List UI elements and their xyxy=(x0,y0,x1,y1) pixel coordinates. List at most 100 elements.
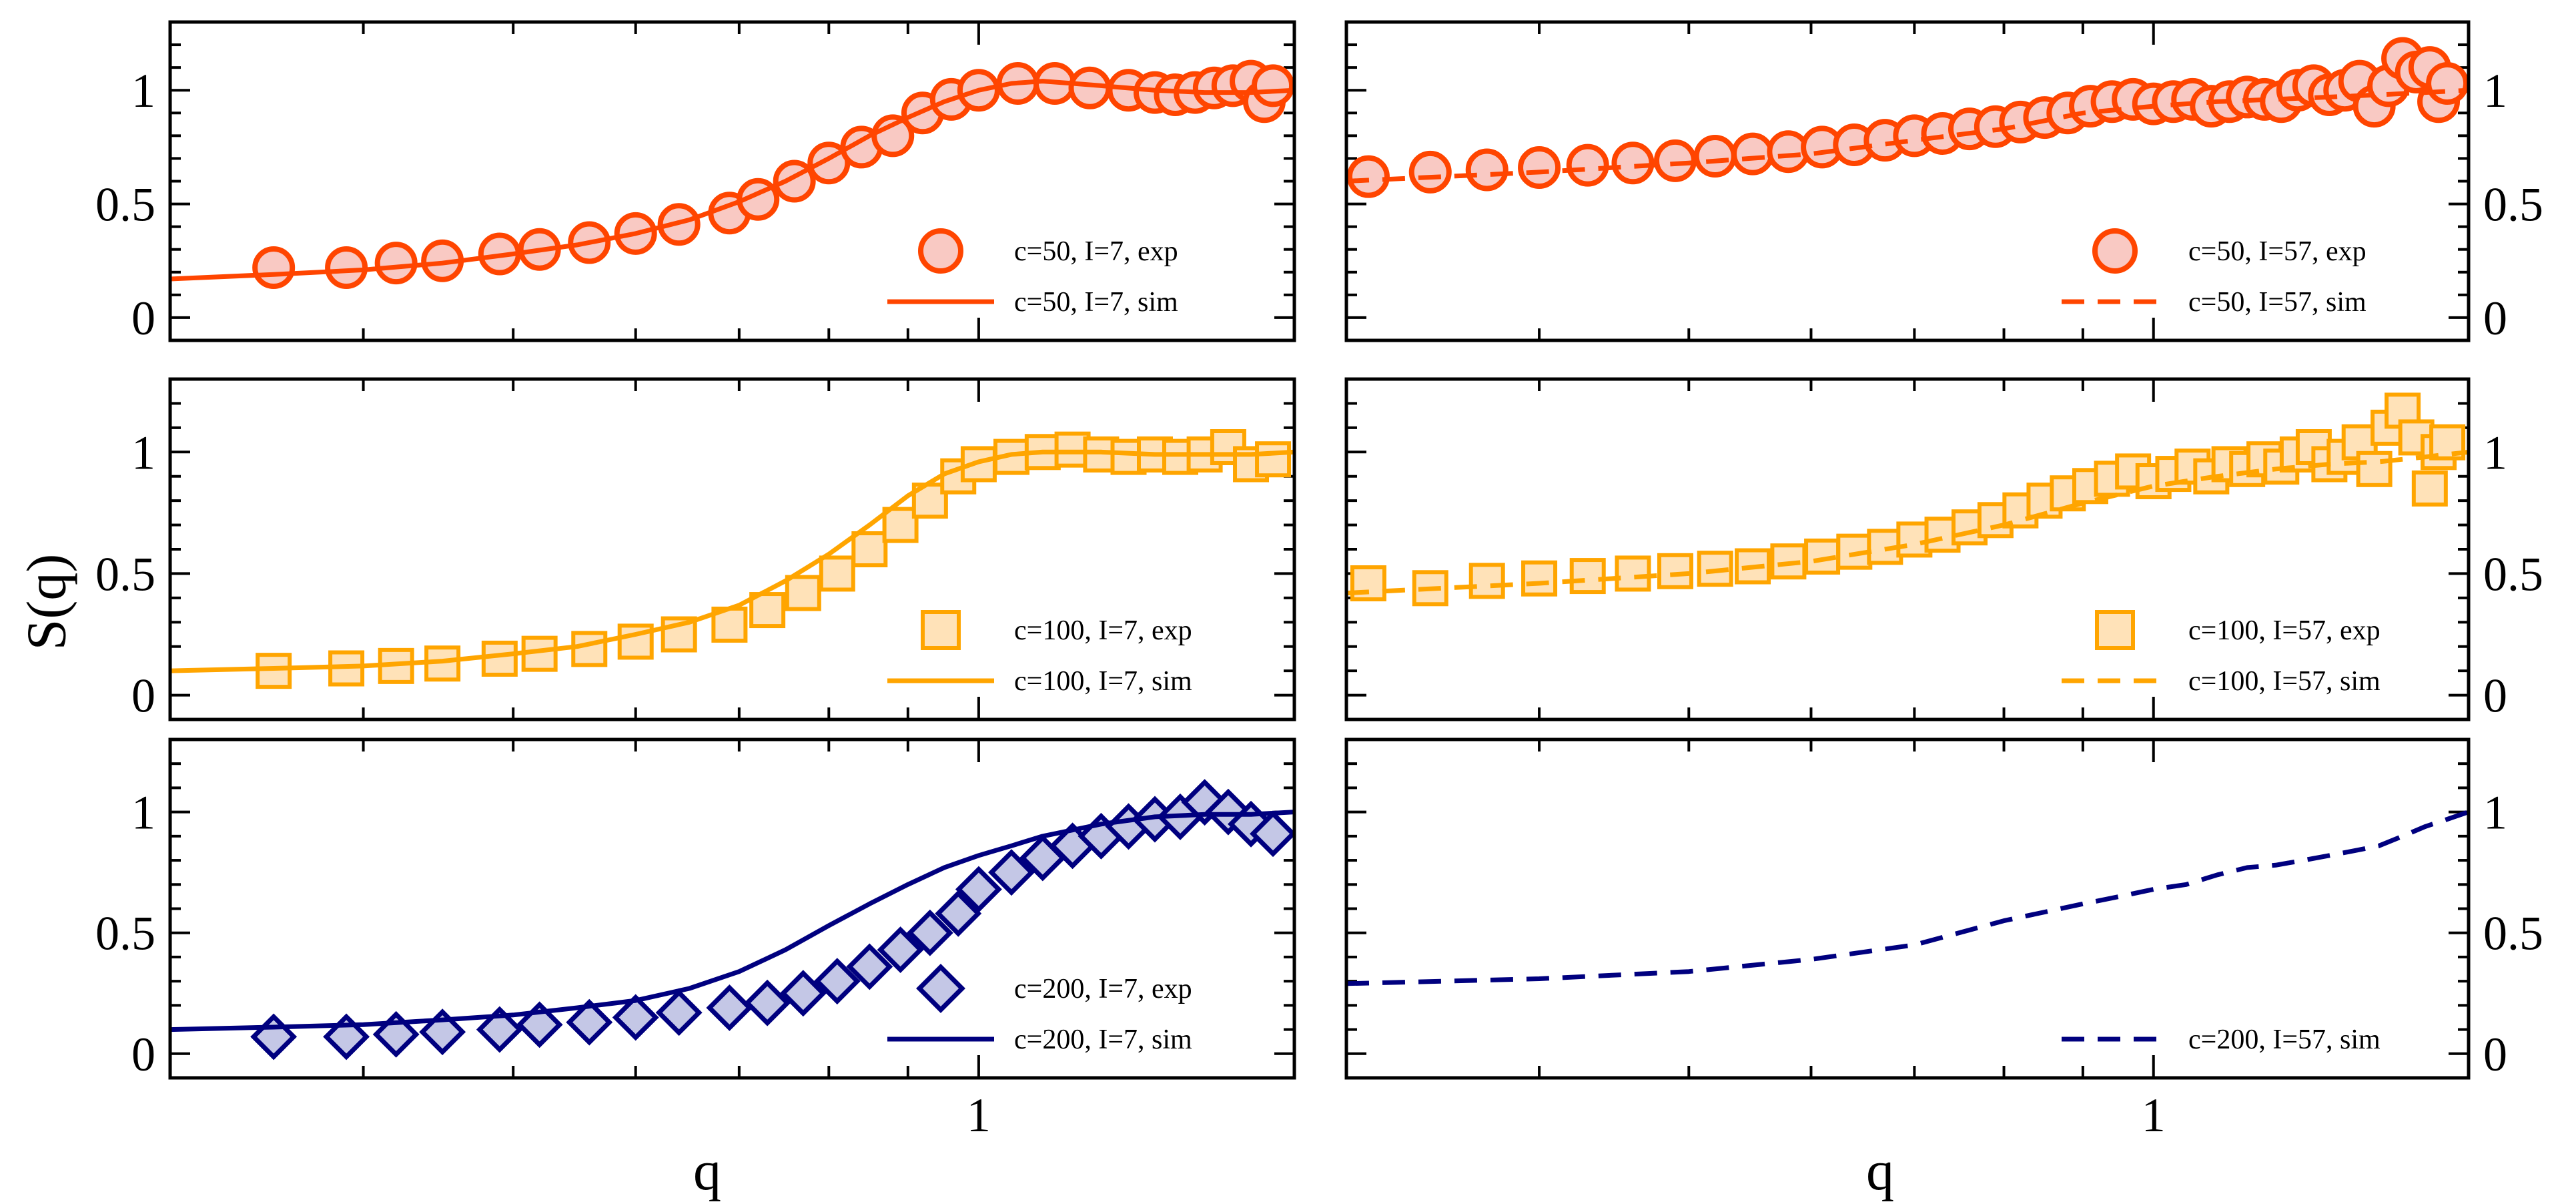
series-exp xyxy=(1346,37,2469,198)
series-exp xyxy=(1350,392,2466,607)
series-sim xyxy=(170,810,1294,1032)
legend-symbol xyxy=(2092,228,2138,274)
data-point xyxy=(419,1008,466,1056)
legend-label: c=200, I=7, exp xyxy=(1014,974,1192,1004)
x-ticks xyxy=(1345,739,2155,1078)
data-point xyxy=(744,979,791,1026)
data-point xyxy=(819,555,855,592)
series-sim xyxy=(1346,87,2469,184)
data-point xyxy=(2426,62,2469,105)
data-point xyxy=(1693,135,1737,178)
data-point xyxy=(877,926,924,974)
legend: c=50, I=57, exp c=50, I=57, sim xyxy=(2062,228,2367,318)
panel-frame xyxy=(168,737,1296,1080)
y-tick-label: 0 xyxy=(131,292,155,345)
sim-line xyxy=(170,449,1294,673)
panel-frame xyxy=(1344,20,2471,342)
data-point xyxy=(1653,139,1697,182)
sim-line xyxy=(1346,810,2469,986)
panel-middle-left: 0 0.5 1 c=100, I=7, exp c=100, I=7, sim xyxy=(95,377,1296,723)
data-point xyxy=(935,890,982,937)
y-tick-label: 0.5 xyxy=(95,547,155,601)
series-sim xyxy=(170,449,1294,673)
y-ticks xyxy=(1346,43,2469,319)
x-tick-label: 1 xyxy=(967,1089,991,1142)
data-point xyxy=(785,575,821,611)
series-exp xyxy=(256,429,1292,689)
panel-frame xyxy=(168,20,1296,342)
data-point xyxy=(1615,555,1651,592)
data-point xyxy=(1252,64,1294,107)
x-ticks xyxy=(169,22,980,340)
y-ticks xyxy=(1346,762,2469,1055)
data-point xyxy=(1465,148,1509,192)
data-point xyxy=(1255,441,1292,478)
data-point xyxy=(374,242,418,285)
x-tick-label: 1 xyxy=(2142,1089,2166,1142)
legend-label: c=100, I=7, sim xyxy=(1014,666,1192,697)
y-tick-label: 0.5 xyxy=(2483,178,2543,232)
data-point xyxy=(481,640,518,677)
data-point xyxy=(851,531,888,567)
panel-frame xyxy=(1344,737,2471,1080)
x-axis-label-right: q xyxy=(1866,1140,1894,1202)
data-point xyxy=(612,994,659,1041)
legend-label: c=200, I=57, sim xyxy=(2188,1024,2381,1055)
legend-symbol xyxy=(921,610,961,650)
data-point xyxy=(250,1013,298,1061)
x-ticks xyxy=(1345,22,2155,340)
data-point xyxy=(372,1010,420,1058)
series-exp xyxy=(250,779,1294,1061)
legend-label: c=50, I=57, exp xyxy=(2188,236,2367,267)
legend-symbol xyxy=(918,228,963,274)
y-tick-label: 0.5 xyxy=(2483,547,2543,601)
legend-symbol xyxy=(916,964,965,1013)
y-tick-label: 0.5 xyxy=(2483,907,2543,960)
sim-line xyxy=(1346,87,2469,184)
data-point xyxy=(1569,558,1606,595)
data-point xyxy=(252,246,296,289)
x-axis-label-left: q xyxy=(693,1140,721,1202)
y-tick-label: 1 xyxy=(2483,64,2507,117)
data-point xyxy=(1518,146,1561,190)
y-tick-label: 1 xyxy=(131,64,155,117)
sim-line xyxy=(170,79,1294,282)
data-point xyxy=(955,866,1002,913)
legend-label: c=50, I=7, sim xyxy=(1014,287,1178,318)
data-point xyxy=(1731,132,1775,176)
data-point xyxy=(2411,470,2448,507)
y-tick-label: 0 xyxy=(2483,292,2507,345)
data-point xyxy=(813,958,861,1005)
legend: c=50, I=7, exp c=50, I=7, sim xyxy=(887,228,1178,318)
legend-label: c=100, I=57, sim xyxy=(2188,666,2381,697)
sim-line xyxy=(1346,449,2469,596)
legend-label: c=50, I=7, exp xyxy=(1014,236,1178,267)
y-tick-label: 0 xyxy=(2483,1028,2507,1081)
data-point xyxy=(571,631,608,667)
series-sim xyxy=(170,79,1294,282)
panel-middle-right: 0 0.5 1 c=100, I=57, exp c=100, I=57, sim xyxy=(1344,377,2543,723)
data-point xyxy=(325,246,368,289)
y-tick-label: 1 xyxy=(2483,786,2507,840)
y-tick-label: 0.5 xyxy=(95,907,155,960)
data-point xyxy=(1657,553,1693,589)
y-tick-label: 0 xyxy=(131,669,155,723)
data-point xyxy=(846,943,893,990)
data-point xyxy=(1181,779,1228,826)
legend-label: c=50, I=57, sim xyxy=(2188,287,2367,318)
data-point xyxy=(1468,563,1505,599)
y-axis-label: S(q) xyxy=(15,554,77,651)
panel-top-left: 0 0.5 1 c=50, I=7, exp c=50, I=7, sim xyxy=(95,20,1296,345)
data-point xyxy=(882,507,919,543)
panel-frame xyxy=(1344,377,2471,721)
y-tick-label: 0.5 xyxy=(95,178,155,232)
legend-label: c=100, I=57, exp xyxy=(2188,615,2381,646)
panel-bottom-right: 1 0 0.5 1 c=200, I=57, sim xyxy=(1344,737,2543,1142)
legend: c=200, I=7, exp c=200, I=7, sim xyxy=(887,964,1192,1055)
data-point xyxy=(1250,810,1294,858)
y-tick-label: 1 xyxy=(2483,426,2507,479)
panel-bottom-left: 1 0 0.5 1 c=200, I=7, exp c=200, I=7, sim xyxy=(95,737,1296,1142)
y-tick-label: 1 xyxy=(131,786,155,840)
legend: c=100, I=7, exp c=100, I=7, sim xyxy=(887,610,1192,697)
